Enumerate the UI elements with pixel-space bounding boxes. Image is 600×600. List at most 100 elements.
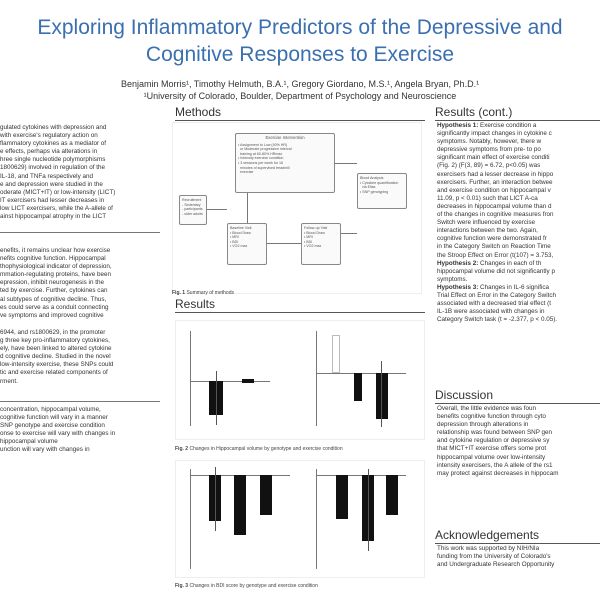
- h1-line: Switch were influenced by exercise: [437, 219, 535, 227]
- h1-line: symptoms. Notably, however, there w: [437, 138, 542, 146]
- snp-line: tic and exercise related components of: [0, 369, 108, 377]
- hypothesis-line: SNP genotype and exercise condition: [0, 422, 105, 430]
- background-line: nefits cognitive function. Hippocampal: [0, 255, 106, 263]
- background-line: mmation-regulating proteins, have been: [0, 271, 111, 279]
- background-line: thophysiological indicator of depression…: [0, 263, 112, 271]
- fig3-label: Fig. 3: [175, 583, 189, 589]
- h1-line: exercisers had a lesser decrease in hipp…: [437, 170, 554, 178]
- intro-line: e and depression were studied in the: [0, 180, 103, 188]
- h1-label: Hypothesis 1:: [437, 122, 479, 129]
- background-line: epression, inhibit neurogenesis in the: [0, 279, 104, 287]
- h1-line: 11.09, p < 0.01) such that LICT A-ca: [437, 194, 538, 202]
- fig2-caption: Fig. 2 Changes in Hippocampal volume by …: [175, 446, 343, 452]
- h1-line: in the Category Switch on Reaction Time: [437, 243, 551, 251]
- h2-line: symptoms.: [437, 275, 468, 283]
- intro-line: 1800629) involved in regulation of the: [0, 164, 106, 172]
- hypothesis-line: unction will vary with changes in: [0, 446, 90, 454]
- h3-line: IL-1B were associated with changes in: [437, 308, 545, 316]
- title-line-2: Cognitive Responses to Exercise: [145, 43, 455, 66]
- methods-heading: Methods: [175, 105, 425, 121]
- fig2-y-axis-right: [316, 331, 317, 426]
- h1-line: Hypothesis 1: Exercise condition a: [437, 122, 537, 129]
- background-line: ted by exercise. Further, cytokines can: [0, 287, 108, 295]
- discussion-text: Overall, the little evidence was foun be…: [437, 405, 600, 478]
- flow-arrow: [335, 163, 357, 164]
- poster-title: Exploring Inflammatory Predictors of the…: [0, 14, 600, 68]
- fig1-label: Fig. 1: [172, 290, 186, 296]
- h1-line: significantly impact changes in cytokine…: [437, 130, 552, 138]
- recruitment-box: Recruitment - Sedentary - participants -…: [179, 195, 207, 225]
- intro-line: IT exercisers had lesser decreases in: [0, 196, 105, 204]
- discussion-line: and cytokine regulation or depressive sy: [437, 437, 550, 445]
- hypothesis-line: cognitive function will vary in a manner: [0, 414, 108, 422]
- intervention-box: Exercise Intervention • Assignment to Lo…: [235, 133, 335, 193]
- h3-line: associated with a decreased trial effect…: [437, 300, 551, 308]
- h1-line: cognitive function were demonstrated fr: [437, 235, 547, 243]
- h1-line: decreases in hippocampal volume than d: [437, 202, 552, 210]
- fig2-y-axis-left: [190, 331, 191, 426]
- fig2-text: Changes in Hippocampal volume by genotyp…: [188, 446, 343, 452]
- h2-line: Hypothesis 2: Changes in each of th: [437, 259, 542, 267]
- fig1-caption: Fig. 1 Summary of methods: [172, 290, 234, 296]
- snp-line: g three key pro-inflammatory cytokines,: [0, 337, 110, 345]
- fig3-y-axis-right: [316, 469, 317, 569]
- methods-flowchart: Recruitment - Sedentary - participants -…: [172, 122, 422, 294]
- fig3-bar: [336, 475, 348, 519]
- ack-line: and Undergraduate Research Opportunity: [437, 561, 555, 569]
- h1-line: of the changes in cognitive measures fro…: [437, 211, 554, 219]
- snp-line: ely, have been linked to altered cytokin…: [0, 345, 112, 353]
- flow-arrow: [247, 193, 248, 223]
- results-cont-text: Hypothesis 1: Exercise condition a signi…: [437, 122, 600, 324]
- flow-arrow: [207, 209, 227, 210]
- affiliation: ¹University of Colorado, Boulder, Depart…: [143, 91, 457, 101]
- section-divider: [0, 401, 160, 402]
- fig3-chart: [175, 460, 425, 578]
- discussion-line: relationship was found between SNP gen: [437, 429, 553, 437]
- ack-line: funding from the University of Colorado'…: [437, 553, 551, 561]
- fig3-error-bar: [215, 467, 216, 531]
- author-list: Benjamin Morris¹, Timothy Helmuth, B.A.¹…: [120, 79, 480, 89]
- fig3-bar: [386, 475, 398, 515]
- fig2-chart: [175, 320, 425, 440]
- discussion-line: Overall, the little evidence was foun: [437, 405, 537, 412]
- hypotheses-text: concentration, hippocampal volume, cogni…: [0, 406, 160, 455]
- intro-line: with exercise's regulatory action on: [0, 132, 98, 140]
- snp-line: 6944, and rs1800629, in the promoter: [0, 329, 106, 336]
- h1-line: exercisers. Further, an interaction betw…: [437, 178, 553, 186]
- h1-line: and exercise condition on hippocampal v: [437, 186, 551, 194]
- h2-label: Hypothesis 2:: [437, 259, 479, 267]
- acknowledgements-text: This work was supported by NIH/NIa fundi…: [437, 545, 600, 569]
- fig2-zero-line-left: [190, 381, 270, 382]
- snp-line: low-intensity exercise, these SNPs could: [0, 361, 114, 369]
- background-line: ve symptoms and improved cognitive: [0, 311, 104, 319]
- discussion-line: intensity exercisers, the A allele of th…: [437, 461, 553, 469]
- h1-line: significant main effect of exercise cond…: [437, 154, 550, 162]
- intro-line: hree single nucleotide polymorphisms: [0, 156, 106, 164]
- h1-line: interactions between the two. Again,: [437, 227, 538, 235]
- fig3-bar: [260, 475, 272, 515]
- discussion-heading: Discussion: [435, 388, 600, 404]
- fig2-bar: [332, 335, 340, 373]
- intro-line: oderate (MICT+IT) or low-intensity (LICT…: [0, 188, 116, 196]
- title-line-1: Exploring Inflammatory Predictors of the…: [37, 16, 563, 39]
- background-line: enefits, it remains unclear how exercise: [0, 247, 111, 254]
- fig3-zero-line-right: [316, 475, 406, 476]
- snp-line: d cognitive decline. Studied in the nove…: [0, 353, 111, 361]
- intro-line: ainst hippocampal atrophy in the LICT: [0, 213, 107, 221]
- h2-line: hippocampal volume did not significantly…: [437, 267, 555, 275]
- intro-line: gulated cytokines with depression and: [0, 124, 107, 131]
- ack-line: This work was supported by NIH/NIa: [437, 545, 540, 552]
- fig2-bar: [354, 373, 362, 401]
- h3-label: Hypothesis 3:: [437, 283, 479, 291]
- poster-authors: Benjamin Morris¹, Timothy Helmuth, B.A.¹…: [0, 78, 600, 102]
- intro-line: low LICT exercisers, while the A-allele …: [0, 204, 113, 212]
- hypothesis-line: concentration, hippocampal volume,: [0, 406, 101, 413]
- background-line: es could serve as a conduit connecting: [0, 303, 109, 311]
- fig2-bar: [376, 373, 388, 419]
- snp-text: 6944, and rs1800629, in the promoter g t…: [0, 329, 160, 386]
- blood-analysis-box: Blood Analysis • Cytokine quantification…: [357, 173, 407, 209]
- intro-line: e effects, perhaps via alterations in: [0, 148, 98, 156]
- fig3-error-bar: [368, 469, 369, 551]
- hypothesis-line: hippocampal volume: [0, 438, 58, 446]
- discussion-line: may protect against decreases in hippoca…: [437, 469, 559, 477]
